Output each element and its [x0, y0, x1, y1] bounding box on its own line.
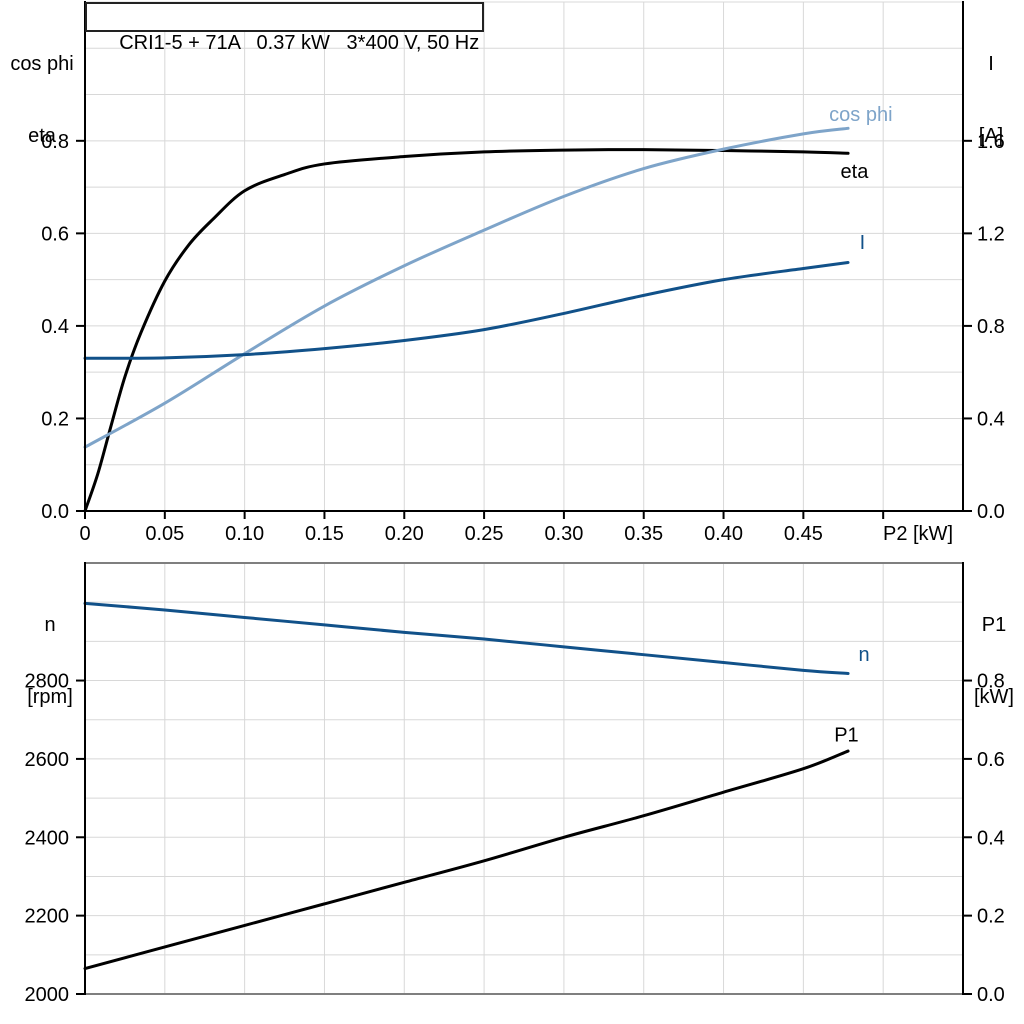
p1-axis-unit: [kW] — [974, 686, 1014, 708]
svg-text:2600: 2600 — [25, 749, 70, 771]
svg-text:0.2: 0.2 — [977, 906, 1005, 928]
chart-title: CRI1-5 + 71A 0.37 kW 3*400 V, 50 Hz — [119, 32, 480, 54]
svg-text:0: 0 — [79, 523, 90, 545]
svg-text:n: n — [858, 644, 869, 666]
svg-text:0.45: 0.45 — [784, 523, 823, 545]
series-P1 — [83, 749, 850, 971]
svg-text:0.6: 0.6 — [41, 223, 69, 245]
svg-text:P2 [kW]: P2 [kW] — [883, 523, 953, 545]
top-chart-plot: 0.0 0.2 0.4 0.6 0.8 0.0 0.4 0.8 1.2 1.6 0 0.05 0.10 0… — [41, 1, 1005, 545]
svg-text:0.20: 0.20 — [385, 523, 424, 545]
svg-text:0.40: 0.40 — [704, 523, 743, 545]
bottom-chart-plot: 2000 2200 2400 2600 2800 0.0 0.2 0.4 0.6 0.8 n P1 — [25, 562, 1005, 1006]
svg-text:I: I — [860, 232, 866, 254]
series-cos-phi — [83, 126, 850, 449]
svg-text:P1: P1 — [834, 725, 858, 747]
svg-text:0.10: 0.10 — [225, 523, 264, 545]
svg-text:0.30: 0.30 — [544, 523, 583, 545]
svg-text:eta: eta — [841, 161, 870, 183]
svg-text:2200: 2200 — [25, 906, 70, 928]
series-I — [83, 261, 850, 360]
svg-text:1.2: 1.2 — [977, 223, 1005, 245]
svg-text:0.4: 0.4 — [977, 408, 1005, 430]
cos-phi-axis-label: cos phi — [10, 53, 74, 75]
svg-text:0.35: 0.35 — [624, 523, 663, 545]
svg-text:2400: 2400 — [25, 827, 70, 849]
series-eta — [83, 148, 850, 513]
p1-axis-label: P1 — [981, 614, 1007, 636]
svg-text:0.0: 0.0 — [41, 501, 69, 523]
svg-text:0.0: 0.0 — [977, 984, 1005, 1006]
svg-text:0.2: 0.2 — [41, 408, 69, 430]
svg-text:0.25: 0.25 — [465, 523, 504, 545]
bottom-right-axis-title: P1 [kW] — [966, 565, 1022, 757]
series-n — [83, 601, 850, 675]
svg-text:0.15: 0.15 — [305, 523, 344, 545]
chart-title-box: CRI1-5 + 71A 0.37 kW 3*400 V, 50 Hz — [85, 2, 484, 54]
current-axis-label: I — [988, 53, 994, 75]
svg-text:2800: 2800 — [25, 671, 70, 693]
svg-text:0.6: 0.6 — [977, 749, 1005, 771]
svg-text:0.8: 0.8 — [41, 131, 69, 153]
svg-text:1.6: 1.6 — [977, 131, 1005, 153]
top-left-axis-title: cos phi eta — [1, 4, 83, 196]
svg-text:0.05: 0.05 — [145, 523, 184, 545]
current-axis-unit: [A] — [978, 125, 1004, 147]
svg-text:0.4: 0.4 — [41, 316, 69, 338]
bottom-left-axis-title: n [rpm] — [10, 565, 90, 757]
speed-axis-unit: [rpm] — [27, 686, 73, 708]
svg-text:0.8: 0.8 — [977, 671, 1005, 693]
eta-axis-label: eta — [28, 125, 56, 147]
svg-text:0.0: 0.0 — [977, 501, 1005, 523]
svg-text:2000: 2000 — [25, 984, 70, 1006]
top-right-axis-title: I [A] — [966, 4, 1016, 196]
svg-text:cos phi: cos phi — [829, 104, 892, 126]
speed-axis-label: n — [44, 614, 56, 636]
svg-text:0.4: 0.4 — [977, 827, 1005, 849]
svg-text:0.8: 0.8 — [977, 316, 1005, 338]
